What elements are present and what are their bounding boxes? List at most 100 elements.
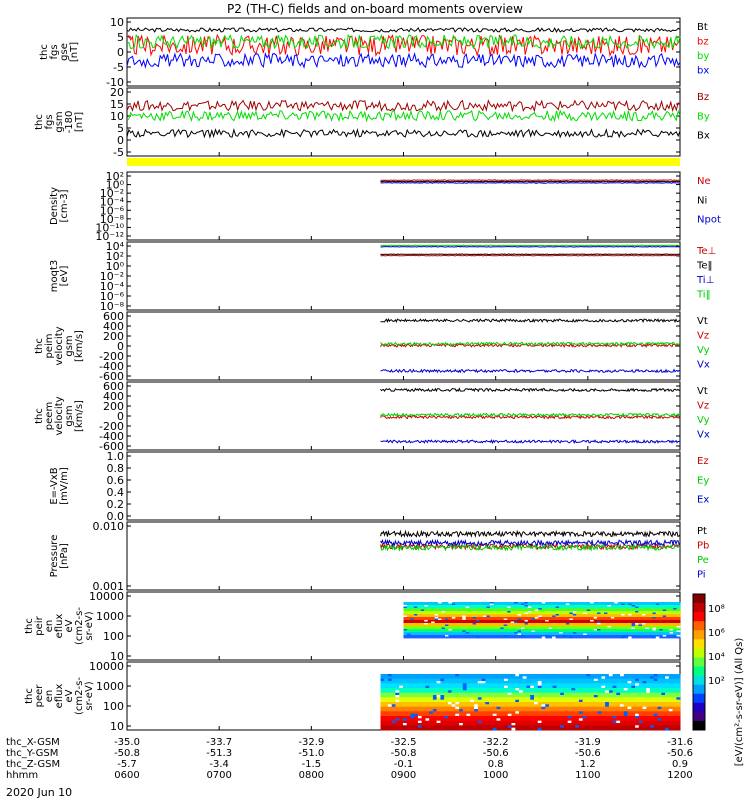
heatmap-cell [429, 702, 434, 705]
heatmap-cell [427, 620, 432, 622]
heatmap-cell [410, 608, 415, 610]
heatmap-cell [617, 627, 622, 630]
heatmap-cell [477, 674, 482, 677]
heatmap-cell [431, 636, 435, 639]
heatmap-cell [560, 674, 565, 677]
heatmap-cell [571, 678, 576, 682]
heatmap-cell [527, 606, 532, 609]
heatmap-cell [479, 618, 484, 621]
heatmap-cell [500, 718, 505, 721]
ytick-label: 400 [103, 320, 124, 333]
heatmap-cell [673, 632, 677, 634]
heatmap-cell [521, 629, 525, 631]
heatmap-cell [631, 718, 636, 721]
heatmap-cell [451, 603, 456, 606]
heatmap-cell [424, 624, 429, 627]
heatmap-cell [410, 725, 415, 728]
heatmap-cell [440, 692, 445, 696]
heatmap-cell [635, 683, 640, 686]
heatmap-cell [650, 692, 655, 696]
series-By [126, 109, 681, 123]
heatmap-cell [421, 716, 426, 719]
heatmap-cell [451, 718, 456, 721]
heatmap-cell [524, 633, 529, 636]
heatmap-cell [447, 685, 452, 689]
heatmap-cell [642, 620, 646, 622]
heatmap-cell [384, 727, 389, 731]
heatmap-cell [500, 614, 505, 616]
heatmap-cell [545, 690, 550, 693]
heatmap-cell [635, 706, 640, 710]
heatmap-cell [645, 602, 650, 604]
ytick-label: 0 [117, 46, 124, 59]
heatmap-cell [583, 603, 588, 606]
heatmap-cell [414, 723, 419, 726]
heatmap-cell [590, 711, 595, 714]
heatmap-cell [576, 633, 581, 636]
heatmap-cell [410, 629, 415, 631]
heatmap-cell [545, 692, 550, 696]
heatmap-cell [631, 683, 636, 686]
heatmap-cell [666, 609, 671, 612]
heatmap-cell [666, 623, 671, 625]
heatmap-cell [579, 606, 584, 609]
heatmap-cell [420, 636, 425, 639]
heatmap-cell [556, 676, 561, 679]
heatmap-cell [462, 704, 467, 707]
heatmap-cell [496, 725, 501, 728]
heatmap-cell [657, 683, 662, 686]
heatmap-cell [653, 720, 658, 724]
heatmap-cell [455, 725, 460, 728]
heatmap-cell [503, 614, 508, 616]
heatmap-cell [407, 636, 411, 639]
heatmap-cell [483, 620, 487, 622]
heatmap-cell [538, 636, 543, 639]
heatmap-cell [555, 617, 560, 619]
heatmap-cell [451, 716, 456, 719]
heatmap-cell [631, 623, 636, 625]
heatmap-cell [526, 681, 531, 684]
heatmap-cell [402, 685, 407, 689]
mode-bar [127, 158, 680, 166]
heatmap-cell [646, 727, 651, 731]
heatmap-cell [470, 695, 475, 698]
heatmap-cell [623, 695, 628, 698]
colorbar-tick: 10⁶ [708, 628, 725, 639]
heatmap-cell [545, 608, 550, 610]
heatmap-cell [548, 615, 553, 618]
heatmap-cell [436, 723, 441, 726]
heatmap-cell [673, 612, 677, 615]
heatmap-cell [417, 699, 422, 703]
heatmap-cell [515, 685, 520, 689]
heatmap-cell [556, 723, 561, 726]
heatmap-cell [648, 632, 653, 634]
heatmap-cell [676, 718, 681, 721]
heatmap-cell [527, 621, 532, 624]
heatmap-cell [507, 617, 512, 619]
heatmap-cell [403, 608, 408, 610]
heatmap-cell [604, 615, 608, 618]
heatmap-cell [541, 618, 546, 621]
heatmap-cell [569, 621, 574, 624]
heatmap-cell [436, 681, 441, 684]
heatmap-cell [531, 606, 536, 609]
heatmap-cell [395, 685, 400, 689]
heatmap-cell [522, 699, 527, 703]
heatmap-cell [424, 635, 429, 637]
heatmap-cell [503, 608, 508, 610]
heatmap-cell [465, 617, 470, 619]
heatmap-cell [420, 624, 425, 627]
heatmap-cell [583, 626, 588, 628]
heatmap-cell [417, 611, 422, 613]
heatmap-cell [395, 690, 400, 693]
heatmap-cell [538, 615, 543, 618]
heatmap-cell [590, 716, 595, 719]
heatmap-cell [652, 614, 657, 616]
heatmap-cell [481, 674, 486, 677]
heatmap-cell [673, 623, 677, 625]
heatmap-cell [665, 699, 670, 703]
heatmap-cell [593, 704, 598, 707]
heatmap-cell [492, 720, 497, 724]
orbit-value: 0800 [299, 770, 324, 781]
heatmap-cell [583, 609, 588, 612]
